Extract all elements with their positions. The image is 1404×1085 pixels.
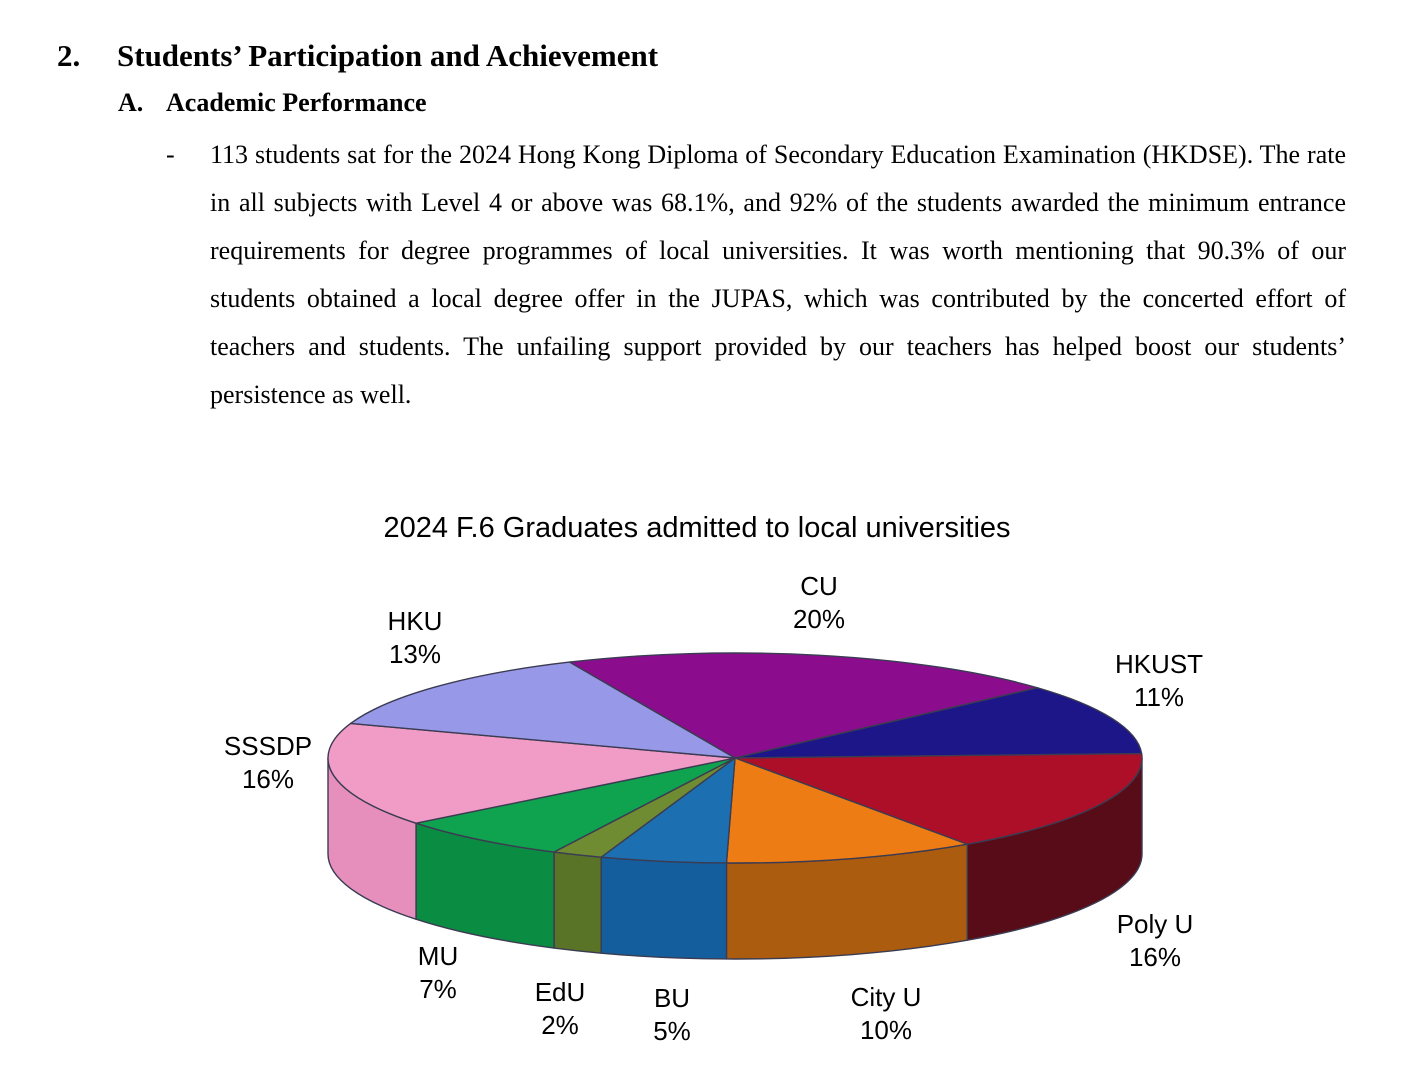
slice-label-name: BU	[654, 983, 690, 1013]
slice-label-percent: 5%	[653, 1016, 691, 1046]
slice-label-name: HKUST	[1115, 649, 1203, 679]
slice-label-name: CU	[800, 571, 838, 601]
slice-label-name: EdU	[535, 977, 586, 1007]
slice-label-percent: 13%	[389, 639, 441, 669]
bullet-marker: -	[166, 140, 175, 169]
chart-title: 2024 F.6 Graduates admitted to local uni…	[383, 512, 1010, 544]
slice-label-name: HKU	[388, 606, 443, 636]
pie-side-edu	[553, 851, 602, 954]
subsection-heading: A. Academic Performance	[118, 88, 427, 118]
pie-side-bu	[600, 856, 728, 960]
slice-label-percent: 11%	[1134, 682, 1184, 712]
pie-slice-sssdp	[327, 722, 736, 824]
section-number: 2.	[57, 38, 81, 73]
slice-label-name: MU	[418, 941, 458, 971]
pie-slice-hku	[349, 661, 736, 759]
pie-slice-poly-u	[734, 752, 1143, 845]
subsection-title: Academic Performance	[166, 88, 427, 117]
slice-label-name: City U	[851, 982, 922, 1012]
pie-slice-city-u	[725, 757, 968, 864]
slice-label-name: Poly U	[1117, 909, 1194, 939]
paragraph-text: 113 students sat for the 2024 Hong Kong …	[210, 140, 1346, 409]
section-title: Students’ Participation and Achievement	[117, 38, 659, 73]
pie-slice-mu	[415, 757, 736, 853]
slice-label-percent: 7%	[419, 974, 457, 1004]
slice-label-percent: 20%	[793, 604, 845, 634]
pie-slice-hkust	[734, 687, 1143, 759]
slice-label-percent: 16%	[1129, 942, 1181, 972]
slice-label-name: SSSDP	[224, 731, 312, 761]
slice-label-percent: 10%	[860, 1015, 912, 1045]
subsection-letter: A.	[118, 88, 144, 117]
bullet-paragraph: - 113 students sat for the 2024 Hong Kon…	[166, 131, 1346, 419]
pie-slice-cu	[568, 652, 1039, 759]
slice-label-percent: 16%	[242, 764, 294, 794]
slice-label-percent: 2%	[541, 1010, 579, 1040]
section-heading: 2. Students’ Participation and Achievemen…	[57, 38, 658, 74]
